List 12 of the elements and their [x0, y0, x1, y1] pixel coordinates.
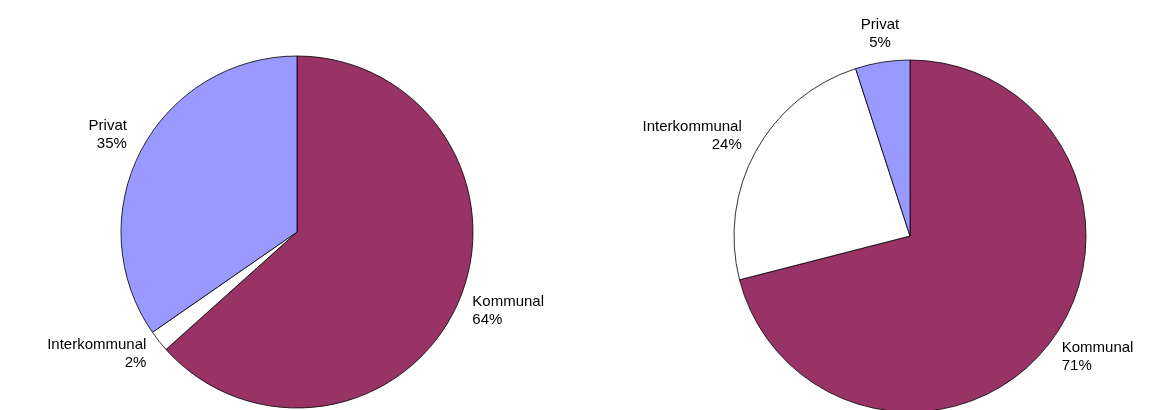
data-label: 5%	[869, 32, 891, 50]
data-label: 71%	[1061, 355, 1092, 373]
data-label: 24%	[711, 134, 742, 152]
data-label: 64%	[472, 310, 503, 328]
slice-label: Kommunal	[472, 292, 545, 310]
slice-label: Kommunal	[1061, 337, 1134, 355]
slice-label: Interkommunal	[642, 116, 742, 134]
slice-label: Interkommunal	[47, 335, 147, 353]
data-label: 35%	[96, 134, 127, 152]
data-label: 2%	[124, 353, 147, 371]
slice-label: Privat	[860, 14, 900, 32]
slice-label: Privat	[88, 116, 128, 134]
